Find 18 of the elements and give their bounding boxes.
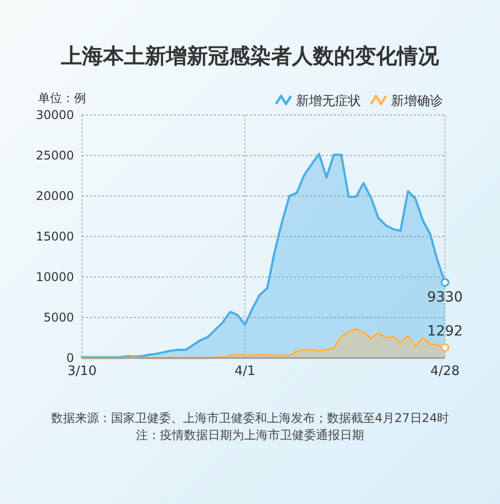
y-tick-label: 20000 [36,189,74,204]
y-tick-label: 15000 [36,230,74,244]
legend-label: 新增确诊 [391,94,443,109]
y-tick-label: 5000 [43,310,74,325]
y-tick-label: 30000 [36,108,74,122]
y-tick-label: 0 [66,351,74,366]
x-tick-label: 4/28 [430,364,460,379]
chart-title: 上海本土新增新冠感染者人数的变化情况 [60,44,440,68]
text: 注：疫情数据日期为上海市卫健委通报日期 [136,428,364,442]
y-axis-title: 单位：例 [38,91,86,105]
x-tick-label: 3/10 [67,364,97,379]
y-tick-label: 10000 [36,270,74,284]
data-label: 1292 [427,324,463,340]
x-tick-label: 4/1 [234,364,256,379]
legend-label: 新增无症状 [296,94,361,109]
data-label: 9330 [427,289,463,306]
source-note: 数据来源：国家卫健委、上海市卫健委和上海发布；数据截至4月27日24时 [50,411,450,425]
y-tick-label: 25000 [36,148,74,163]
